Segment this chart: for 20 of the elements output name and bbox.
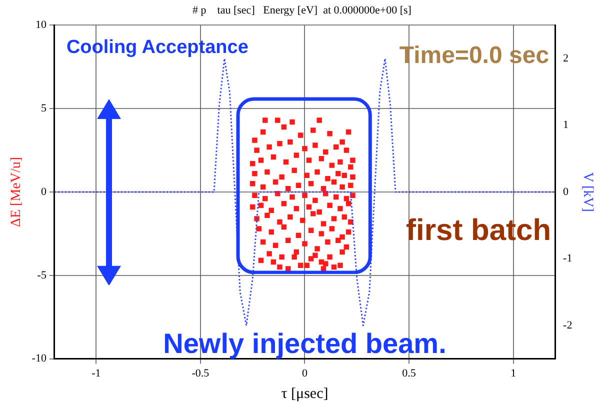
y2-tick-label: 2 xyxy=(563,52,569,64)
x-tick-label: -1 xyxy=(92,367,101,380)
y-tick-label: 10 xyxy=(35,19,47,32)
y2-tick-label: -1 xyxy=(563,252,572,265)
y2-tick-label: -2 xyxy=(563,319,572,332)
x-tick-label: -0.5 xyxy=(192,367,210,380)
x-tick-label: 0 xyxy=(302,367,308,380)
chart-title: # p tau [sec] Energy [eV] at 0.000000e+00 [s] xyxy=(192,4,412,16)
y2-axis-title: V [kV] xyxy=(580,172,595,212)
y-tick-label: -5 xyxy=(37,269,47,282)
y-axis-title: ΔE [MeV/u] xyxy=(9,156,24,228)
y-tick-label: -10 xyxy=(32,352,47,365)
y2-tick-label: 1 xyxy=(563,119,569,132)
y-tick-label: 5 xyxy=(40,102,47,114)
x-tick-label: 0.5 xyxy=(402,367,416,380)
annotation: first batch xyxy=(406,214,552,248)
x-tick-label: 1 xyxy=(510,367,516,380)
y2-tick-label: 0 xyxy=(563,186,570,198)
y-tick-label: 0 xyxy=(40,186,47,198)
x-axis-title: τ [μsec] xyxy=(281,386,328,402)
